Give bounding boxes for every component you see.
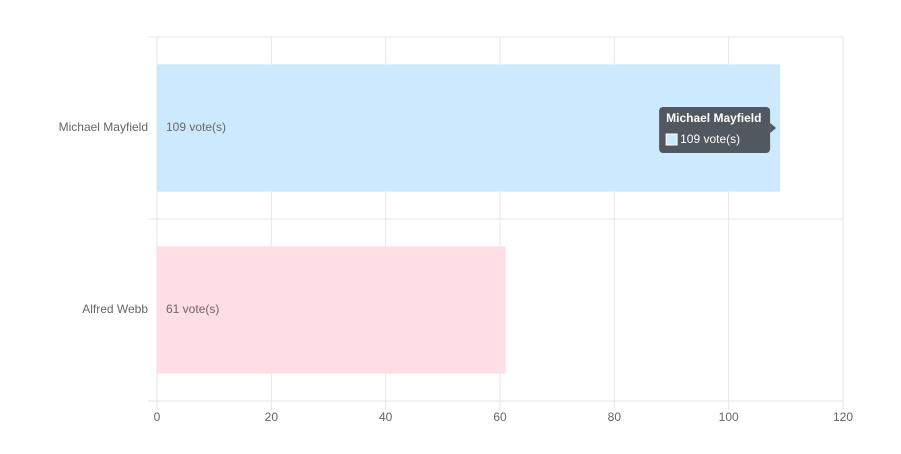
tooltip-swatch (665, 133, 678, 146)
data-label: 61 vote(s) (166, 302, 219, 316)
tooltip-label: 109 vote(s) (680, 132, 740, 146)
y-tick-label: Alfred Webb (82, 302, 148, 316)
tooltip: Michael Mayfield 109 vote(s) (659, 107, 777, 153)
tooltip-box (659, 107, 771, 153)
data-label: 109 vote(s) (166, 120, 226, 134)
tooltip-title: Michael Mayfield (666, 111, 761, 125)
x-tick-label: 20 (265, 410, 279, 424)
x-tick-label: 0 (154, 410, 161, 424)
x-tick-label: 60 (493, 410, 507, 424)
x-tick-label: 120 (833, 410, 853, 424)
bar (157, 246, 506, 374)
x-tick-label: 100 (719, 410, 739, 424)
x-tick-label: 40 (379, 410, 393, 424)
y-tick-label: Michael Mayfield (59, 120, 148, 134)
x-tick-label: 80 (608, 410, 622, 424)
tooltip-caret (770, 123, 777, 133)
